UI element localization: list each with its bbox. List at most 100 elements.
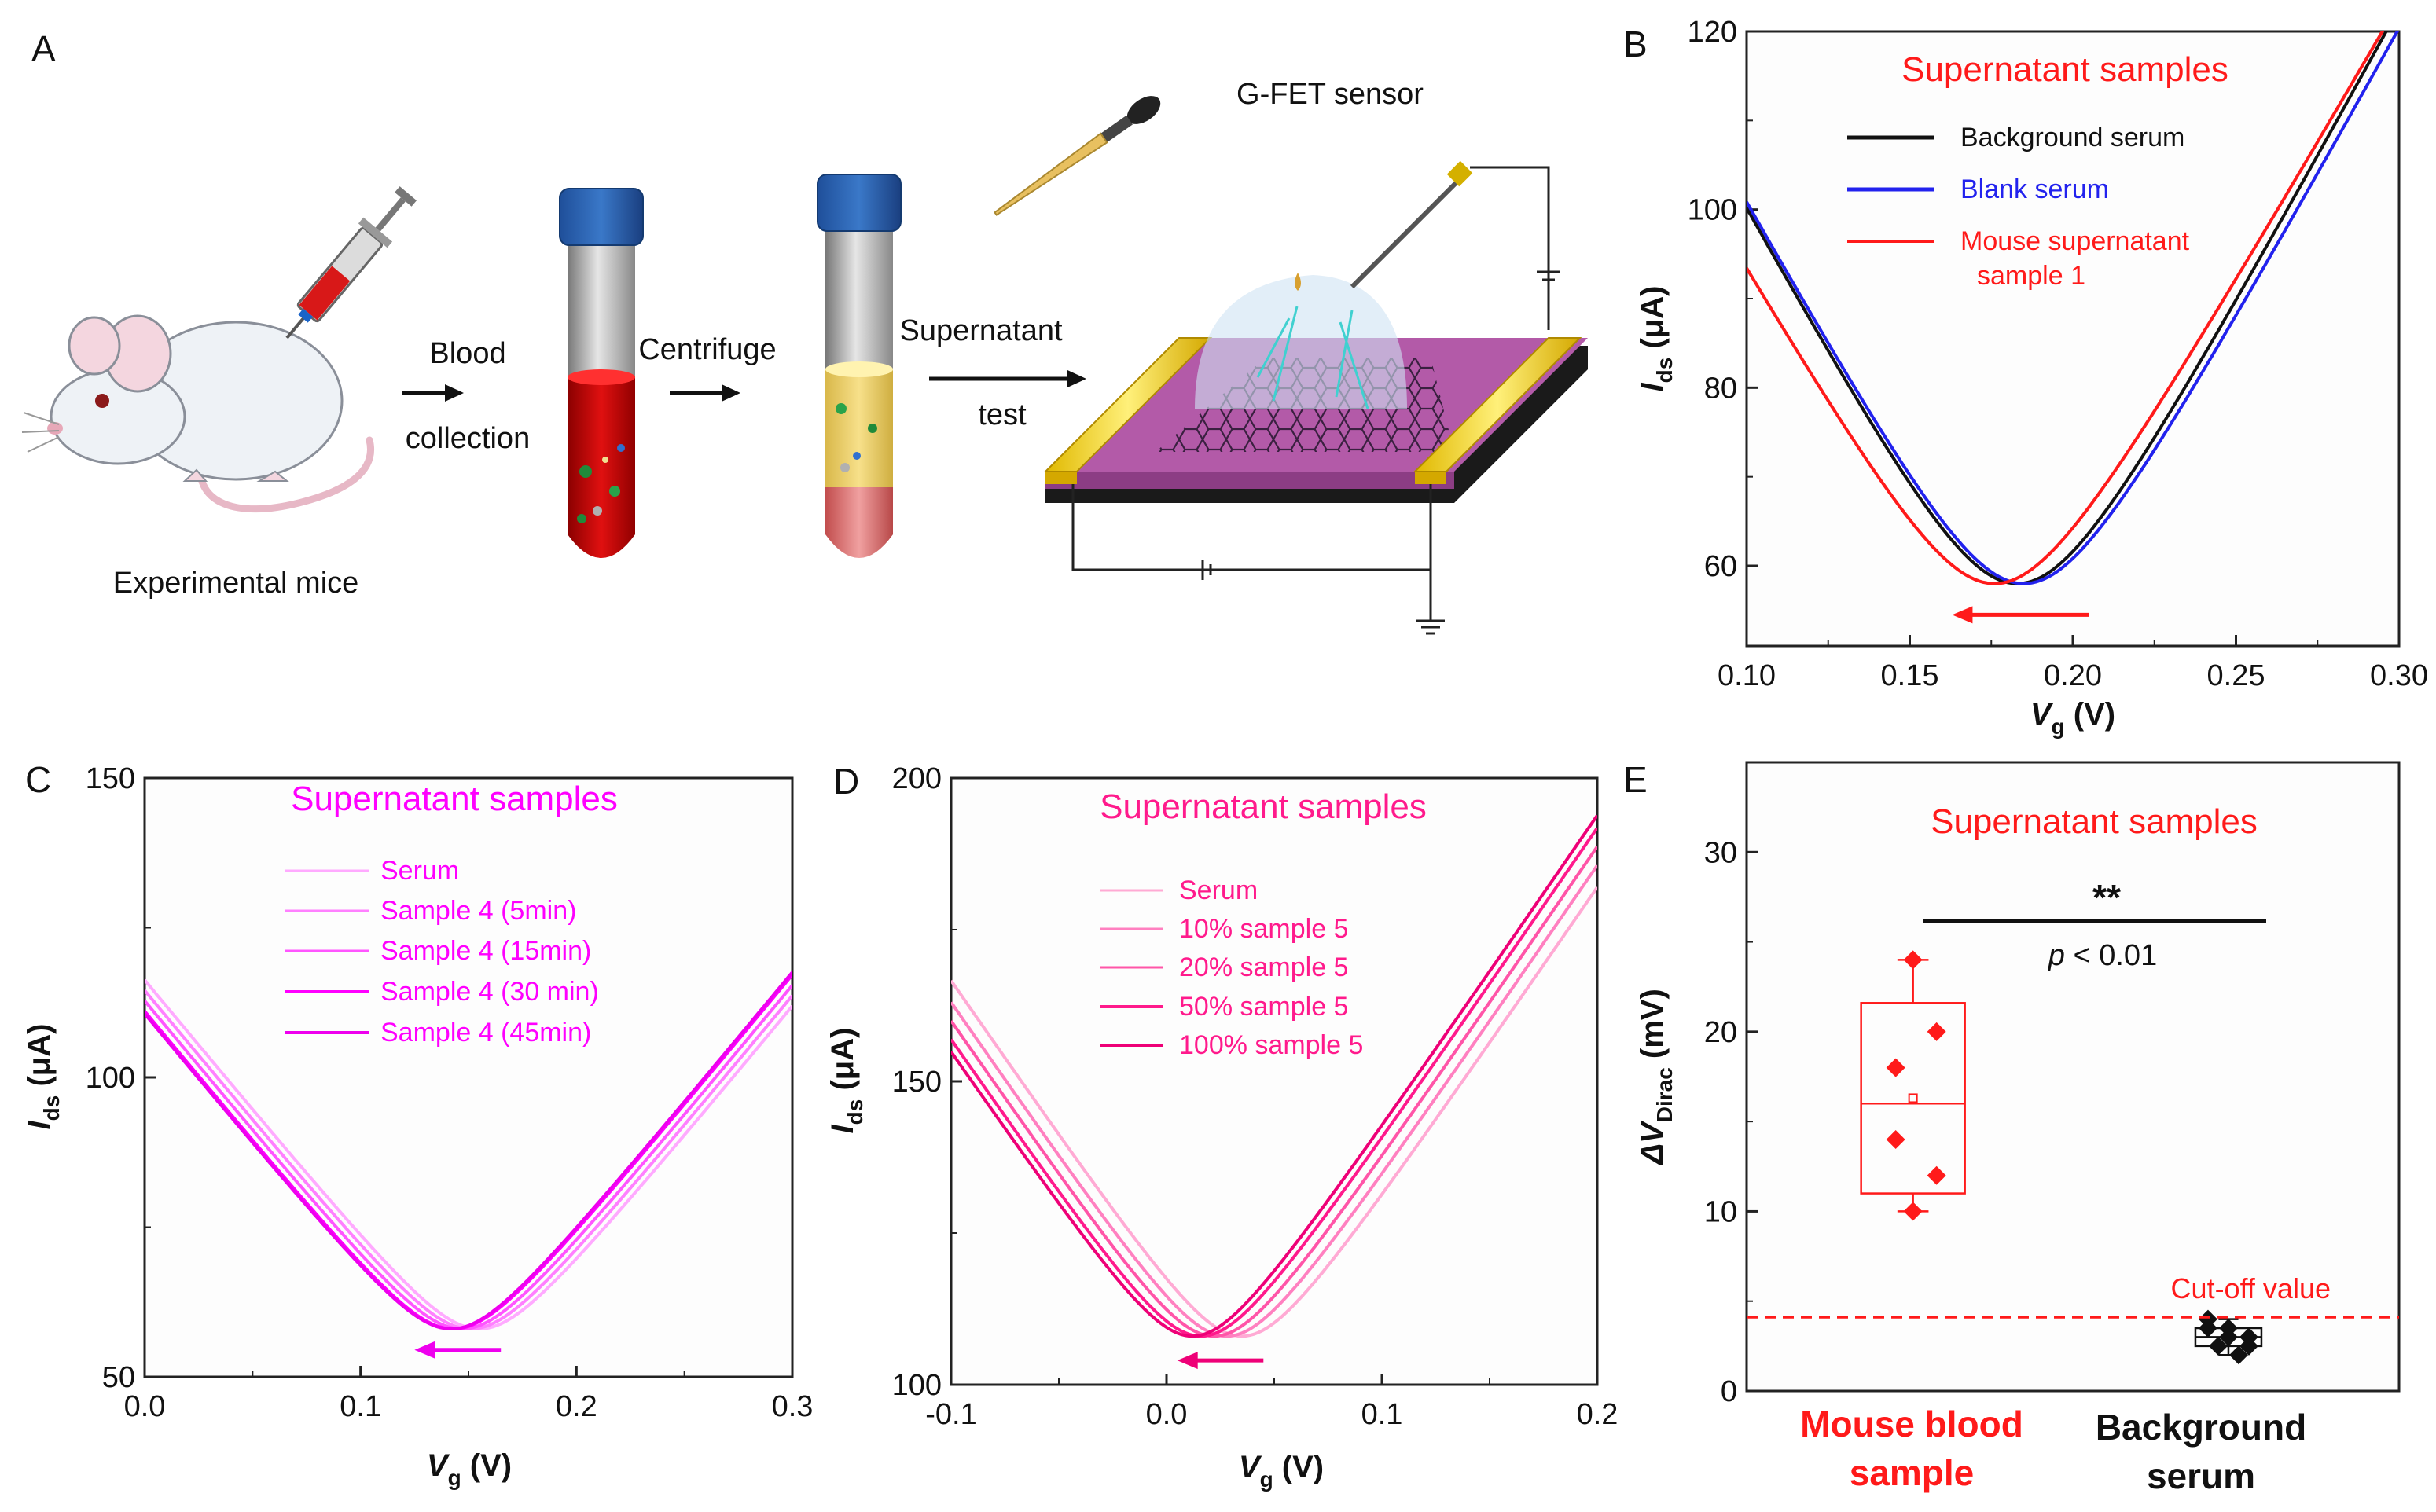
panel-a-label: A bbox=[31, 28, 56, 69]
x-tick-label: 0.25 bbox=[2207, 659, 2265, 692]
series-line-2 bbox=[951, 864, 1597, 1338]
legend-label: 20% sample 5 bbox=[1179, 952, 1348, 982]
shift-arrow-head bbox=[414, 1341, 435, 1359]
shift-arrow-head bbox=[1177, 1352, 1198, 1370]
legend-label: Blank serum bbox=[1960, 174, 2109, 204]
significance-stars: ** bbox=[2092, 877, 2121, 918]
legend-label: 10% sample 5 bbox=[1179, 914, 1348, 944]
legend: Serum 10% sample 5 20% sample 5 50% samp… bbox=[1100, 875, 1363, 1060]
chart-title: Supernatant samples bbox=[1100, 787, 1427, 826]
x-tick-label: 0.0 bbox=[1146, 1398, 1188, 1431]
category-labels: Mouse blood sample Background serum bbox=[1800, 1404, 2306, 1496]
legend-label: Serum bbox=[380, 856, 459, 886]
y-tick-label: 120 bbox=[1688, 16, 1737, 49]
data-point bbox=[1927, 1165, 1946, 1185]
y-tick-label: 100 bbox=[86, 1062, 135, 1095]
mouse-illustration bbox=[21, 314, 374, 513]
data-point bbox=[2239, 1336, 2258, 1356]
series-line-2 bbox=[1747, 31, 2399, 585]
x-tick-label: 0.1 bbox=[1361, 1398, 1403, 1431]
x-axis-label: Vg (V) bbox=[1239, 1450, 1324, 1492]
y-axis-label: Ids (μA) bbox=[825, 1028, 867, 1134]
legend-label: sample 1 bbox=[1977, 261, 2085, 291]
y-tick-label: 0 bbox=[1721, 1375, 1737, 1408]
y-axis-label: Ids (μA) bbox=[22, 1024, 64, 1130]
panel-e-chart: E 0 10 20 30 Supernatant samples ** p < 0.0… bbox=[1623, 759, 2401, 1496]
y-axis-label: ΔVDirac (mV) bbox=[1635, 989, 1677, 1166]
category-label-line: serum bbox=[2147, 1455, 2255, 1496]
y-tick-label: 60 bbox=[1704, 550, 1737, 583]
panel-c-chart: C 50 100 150 0.0 0.1 0.2 0.3 Supernatant sampl… bbox=[22, 759, 813, 1490]
series-line-1 bbox=[951, 886, 1597, 1338]
series-line-3 bbox=[951, 846, 1597, 1338]
data-point bbox=[1903, 950, 1923, 970]
blood-tube bbox=[559, 188, 644, 558]
y-tick-label: 30 bbox=[1704, 836, 1737, 869]
series-line-1 bbox=[1747, 31, 2388, 585]
series-line-5 bbox=[951, 814, 1597, 1338]
x-tick-label: 0.30 bbox=[2370, 659, 2428, 692]
y-tick-label: 20 bbox=[1704, 1016, 1737, 1049]
series-line-5 bbox=[145, 971, 792, 1331]
collection-label: collection bbox=[406, 422, 530, 455]
blood-label: Blood bbox=[429, 337, 505, 370]
y-tick-label: 150 bbox=[86, 762, 135, 795]
x-tick-label: 0.15 bbox=[1881, 659, 1939, 692]
plot-frame bbox=[1745, 30, 2401, 648]
data-point bbox=[2218, 1327, 2238, 1347]
data-point bbox=[1886, 1058, 1905, 1077]
p-value-label: p < 0.01 bbox=[2048, 939, 2157, 972]
y-tick-label: 50 bbox=[102, 1361, 135, 1394]
legend: Serum Sample 4 (5min) Sample 4 (15min) S… bbox=[285, 856, 599, 1048]
legend-label: Sample 4 (5min) bbox=[380, 896, 576, 926]
legend-label: Sample 4 (30 min) bbox=[380, 977, 599, 1007]
gfet-sensor-illustration bbox=[994, 96, 1588, 635]
centrifuge-label: Centrifuge bbox=[638, 333, 776, 366]
x-axis-label: Vg (V) bbox=[427, 1448, 512, 1490]
x-tick-label: 0.2 bbox=[556, 1390, 597, 1423]
x-tick-label: -0.1 bbox=[925, 1398, 976, 1431]
supernatant-label: Supernatant bbox=[899, 314, 1062, 347]
data-point bbox=[2208, 1336, 2228, 1356]
panel-c-label: C bbox=[25, 759, 51, 800]
legend: Background serum Blank serum Mouse super… bbox=[1847, 123, 2190, 291]
panel-d-label: D bbox=[833, 761, 859, 802]
data-point bbox=[1927, 1022, 1946, 1041]
plot-frame bbox=[1745, 761, 2401, 1393]
data-point bbox=[2198, 1319, 2217, 1338]
y-axis-label: Ids (μA) bbox=[1635, 286, 1677, 392]
data-point bbox=[1886, 1130, 1905, 1149]
legend-label: Mouse supernatant bbox=[1960, 226, 2190, 256]
chart-title: Supernatant samples bbox=[1931, 802, 2258, 841]
plot-frame bbox=[143, 776, 794, 1378]
panel-b-chart: B 60 80 100 120 0.10 0.15 0.20 0.25 0.30 Superna… bbox=[1623, 16, 2428, 739]
y-tick-label: 200 bbox=[892, 762, 942, 795]
chart-title: Supernatant samples bbox=[291, 780, 618, 818]
panel-b-label: B bbox=[1623, 24, 1648, 64]
legend-label: 100% sample 5 bbox=[1179, 1030, 1363, 1060]
sensor-label: G-FET sensor bbox=[1236, 78, 1424, 111]
legend-label: Serum bbox=[1179, 875, 1258, 905]
shift-arrow-head bbox=[1952, 606, 1973, 624]
x-tick-label: 0.20 bbox=[2044, 659, 2102, 692]
legend-label: 50% sample 5 bbox=[1179, 992, 1348, 1022]
category-label-line: Background bbox=[2096, 1407, 2306, 1448]
x-axis-label: Vg (V) bbox=[2030, 697, 2115, 739]
category-label-line: sample bbox=[1850, 1452, 1975, 1493]
process-arrows bbox=[402, 370, 1086, 402]
panel-a-schematic: A Experimental mice bbox=[21, 28, 1588, 635]
x-tick-label: 0.10 bbox=[1718, 659, 1776, 692]
centrifuged-tube bbox=[817, 174, 902, 558]
panel-d-chart: D 100 150 200 -0.1 0.0 0.1 0.2 Supernatant sam… bbox=[825, 761, 1618, 1492]
legend-label: Sample 4 (15min) bbox=[380, 936, 591, 966]
chart-title: Supernatant samples bbox=[1901, 50, 2228, 89]
y-tick-label: 150 bbox=[892, 1066, 942, 1099]
syringe-icon bbox=[285, 186, 417, 339]
series-line-4 bbox=[951, 827, 1597, 1338]
y-tick-label: 100 bbox=[892, 1369, 942, 1402]
plot-frame bbox=[950, 776, 1599, 1386]
y-tick-label: 80 bbox=[1704, 372, 1737, 405]
x-tick-label: 0.1 bbox=[340, 1390, 381, 1423]
y-tick-label: 100 bbox=[1688, 194, 1737, 227]
test-label: test bbox=[978, 398, 1027, 431]
